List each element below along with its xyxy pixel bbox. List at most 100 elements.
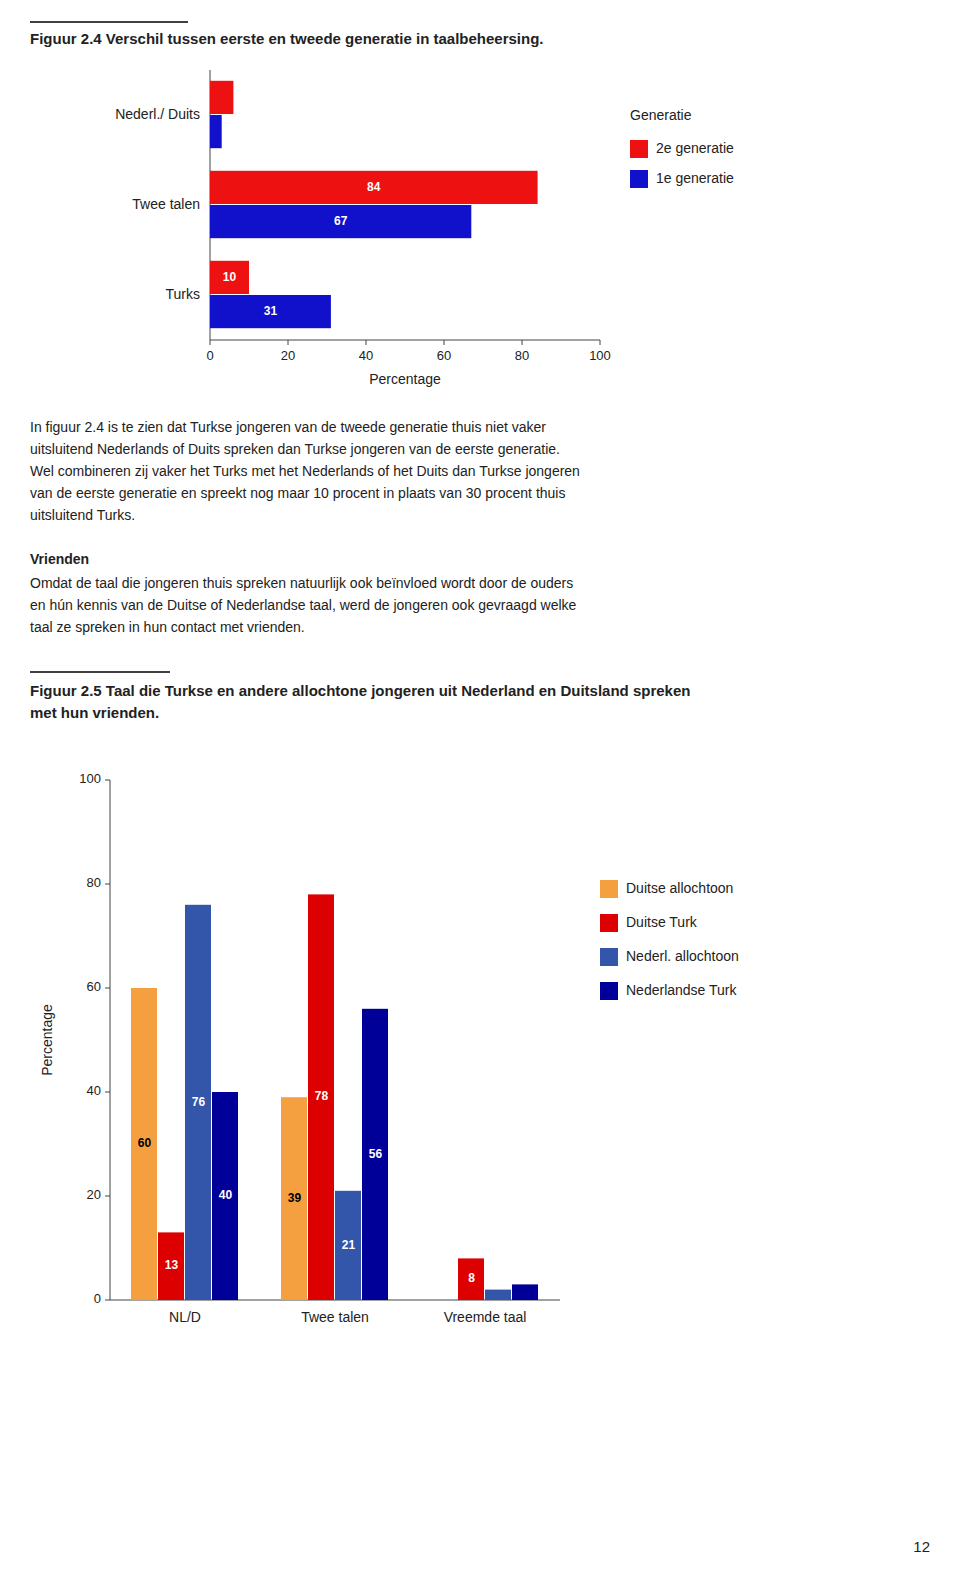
legend-title: Generatie bbox=[630, 107, 692, 123]
paragraph-line: van de eerste generatie en spreekt nog m… bbox=[30, 485, 565, 501]
category-label: Twee talen bbox=[132, 196, 200, 212]
y-axis bbox=[110, 780, 111, 1300]
tick-mark bbox=[210, 340, 211, 345]
chart-1: Figuur 2.4 Verschil tussen eerste en twe… bbox=[30, 22, 734, 387]
legend-swatch bbox=[600, 982, 618, 1000]
category-label: Vreemde taal bbox=[444, 1309, 527, 1325]
category-label: Twee talen bbox=[301, 1309, 369, 1325]
legend-swatch bbox=[600, 880, 618, 898]
bar bbox=[281, 1097, 307, 1300]
legend-swatch bbox=[630, 170, 648, 188]
paragraph-line: uitsluitend Nederlands of Duits spreken … bbox=[30, 441, 560, 457]
data-labels: 60 13 76 40 39 78 21 56 8 bbox=[138, 1089, 475, 1285]
chart-2: Figuur 2.5 Taal die Turkse en andere all… bbox=[30, 672, 739, 1325]
bar bbox=[210, 171, 538, 204]
tick-mark bbox=[105, 1300, 110, 1301]
bar bbox=[512, 1284, 538, 1300]
tick-label: 0 bbox=[206, 348, 213, 363]
data-label: 21 bbox=[342, 1238, 356, 1252]
tick-label: 100 bbox=[79, 771, 101, 786]
tick-label: 40 bbox=[359, 348, 373, 363]
page-text: In figuur 2.4 is te zien dat Turkse jong… bbox=[30, 419, 930, 1555]
bar bbox=[210, 295, 331, 328]
tick-label: 60 bbox=[437, 348, 451, 363]
data-labels: 10 31 84 67 bbox=[223, 180, 381, 318]
data-label: 56 bbox=[369, 1147, 383, 1161]
data-label: 10 bbox=[223, 270, 237, 284]
bar bbox=[212, 1092, 238, 1300]
tick-mark bbox=[600, 340, 601, 345]
legend-swatch bbox=[600, 914, 618, 932]
legend-label: 1e generatie bbox=[656, 170, 734, 186]
tick-mark bbox=[444, 340, 445, 345]
legend-label: Duitse allochtoon bbox=[626, 880, 733, 896]
data-label: 31 bbox=[264, 304, 278, 318]
legend-label: Nederl. allochtoon bbox=[626, 948, 739, 964]
bar bbox=[335, 1191, 361, 1300]
bar bbox=[131, 988, 157, 1300]
data-label: 78 bbox=[315, 1089, 329, 1103]
heading: Vrienden bbox=[30, 551, 89, 567]
category-label: NL/D bbox=[169, 1309, 201, 1325]
paragraph-line: taal ze spreken in hun contact met vrien… bbox=[30, 619, 305, 635]
tick-mark bbox=[288, 340, 289, 345]
legend: Generatie 2e generatie 1e generatie bbox=[630, 107, 734, 188]
data-label: 67 bbox=[334, 214, 348, 228]
tick-mark bbox=[105, 884, 110, 885]
bar bbox=[362, 1009, 388, 1300]
data-label: 84 bbox=[367, 180, 381, 194]
bar bbox=[210, 115, 222, 148]
page: Figuur 2.4 Verschil tussen eerste en twe… bbox=[0, 0, 960, 1572]
chart-title: Figuur 2.5 Taal die Turkse en andere all… bbox=[30, 682, 690, 699]
legend-swatch bbox=[600, 948, 618, 966]
data-label: 39 bbox=[288, 1191, 302, 1205]
tick-mark bbox=[366, 340, 367, 345]
category-label: Nederl./ Duits bbox=[115, 106, 200, 122]
bar bbox=[210, 81, 233, 114]
bar bbox=[210, 205, 471, 238]
data-label: 8 bbox=[468, 1271, 475, 1285]
bars bbox=[131, 894, 538, 1300]
legend-label: 2e generatie bbox=[656, 140, 734, 156]
tick-mark bbox=[105, 780, 110, 781]
tick-mark bbox=[105, 988, 110, 989]
legend: Duitse allochtoon Duitse Turk Nederl. allo… bbox=[600, 880, 739, 1000]
legend-swatch bbox=[630, 140, 648, 158]
bar bbox=[485, 1290, 511, 1300]
data-label: 40 bbox=[219, 1188, 233, 1202]
legend-label: Nederlandse Turk bbox=[626, 982, 738, 998]
tick-label: 80 bbox=[87, 875, 101, 890]
bar bbox=[158, 1232, 184, 1300]
chart-title: met hun vrienden. bbox=[30, 704, 159, 721]
tick-label: 20 bbox=[87, 1187, 101, 1202]
background bbox=[0, 0, 960, 1572]
tick-label: 100 bbox=[589, 348, 611, 363]
tick-label: 40 bbox=[87, 1083, 101, 1098]
data-label: 76 bbox=[192, 1095, 206, 1109]
paragraph-line: In figuur 2.4 is te zien dat Turkse jong… bbox=[30, 419, 546, 435]
tick-label: 0 bbox=[94, 1291, 101, 1306]
bar bbox=[308, 894, 334, 1300]
tick-label: 80 bbox=[515, 348, 529, 363]
separator bbox=[30, 21, 188, 23]
tick-label: 20 bbox=[281, 348, 295, 363]
paragraph-line: uitsluitend Turks. bbox=[30, 507, 135, 523]
tick-mark bbox=[105, 1092, 110, 1093]
paragraph-line: en hún kennis van de Duitse of Nederland… bbox=[30, 597, 577, 613]
legend-label: Duitse Turk bbox=[626, 914, 698, 930]
separator bbox=[30, 671, 170, 673]
data-label: 13 bbox=[165, 1258, 179, 1272]
bar bbox=[185, 905, 211, 1300]
tick-label: 60 bbox=[87, 979, 101, 994]
paragraph-line: Omdat de taal die jongeren thuis spreken… bbox=[30, 575, 573, 591]
paragraph-line: Wel combineren zij vaker het Turks met h… bbox=[30, 463, 580, 479]
x-axis bbox=[210, 340, 600, 341]
category-label: Turks bbox=[166, 286, 200, 302]
chart-title: Figuur 2.4 Verschil tussen eerste en twe… bbox=[30, 30, 544, 47]
bars bbox=[210, 81, 538, 328]
bar bbox=[458, 1258, 484, 1300]
tick-mark bbox=[105, 1196, 110, 1197]
bar bbox=[210, 261, 249, 294]
data-label: 60 bbox=[138, 1136, 152, 1150]
bar bbox=[431, 1300, 457, 1301]
